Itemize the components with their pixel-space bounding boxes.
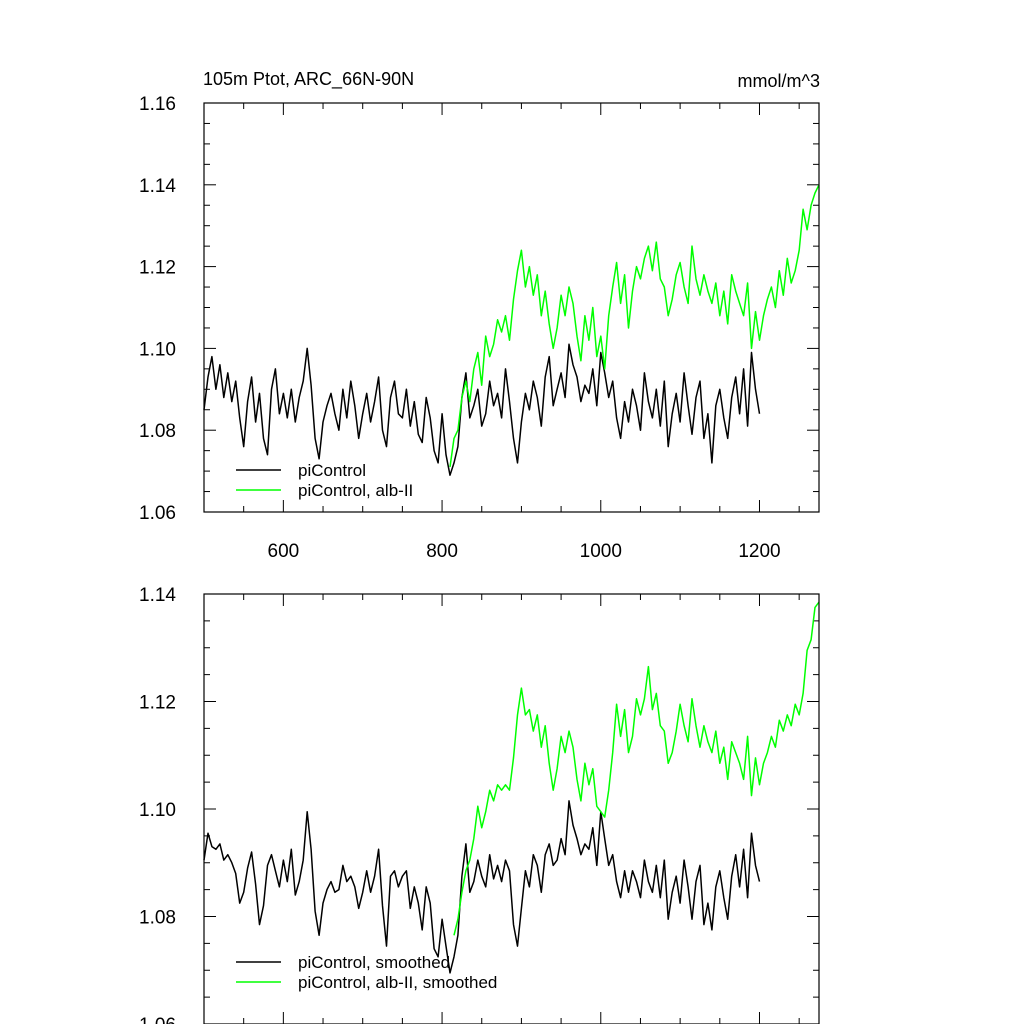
top-legend: piControl piControl, alb-II <box>236 461 413 500</box>
bottom-series-line-picontrol <box>203 800 761 974</box>
bottom-plot-frame <box>203 593 820 1024</box>
top-panel-units: mmol/m^3 <box>738 71 820 91</box>
bottom-y-tick-label: 1.12 <box>139 693 176 714</box>
bottom-y-tick-label: 1.08 <box>139 908 176 929</box>
bottom-series-line-alb-ii <box>453 601 820 936</box>
top-series-line-picontrol <box>203 343 761 476</box>
top-panel: 105m Ptot, ARC_66N-90N mmol/m^3 1.06 1.08… <box>139 69 820 562</box>
top-panel-title: 105m Ptot, ARC_66N-90N <box>203 69 414 90</box>
top-y-tick-label: 1.14 <box>139 176 176 197</box>
bottom-y-tick-label: 1.06 <box>139 1015 176 1024</box>
top-x-tick-labels: 600 800 1000 1200 <box>268 541 781 562</box>
top-x-tick-label: 800 <box>426 541 458 562</box>
top-y-tick-label: 1.12 <box>139 258 176 279</box>
top-legend-label-picontrol: piControl <box>298 461 366 480</box>
top-plot-frame <box>203 102 820 513</box>
top-y-tick-labels: 1.06 1.08 1.10 1.12 1.14 1.16 <box>139 94 176 524</box>
bottom-series-lines <box>203 601 820 974</box>
top-x-tick-label: 1000 <box>580 541 622 562</box>
top-series-line-alb-ii <box>449 184 820 468</box>
top-y-tick-label: 1.10 <box>139 339 176 360</box>
top-y-tick-label: 1.08 <box>139 421 176 442</box>
bottom-y-tick-labels: 1.06 1.08 1.10 1.12 1.14 <box>139 585 176 1024</box>
top-y-tick-label: 1.06 <box>139 503 176 524</box>
bottom-ticks <box>204 593 819 1024</box>
bottom-legend-label-alb: piControl, alb-II, smoothed <box>298 973 497 992</box>
top-series-lines <box>203 184 820 476</box>
top-y-tick-label: 1.16 <box>139 94 176 115</box>
bottom-y-tick-label: 1.10 <box>139 800 176 821</box>
bottom-legend: piControl, smoothed piControl, alb-II, s… <box>236 953 497 992</box>
top-x-tick-label: 600 <box>268 541 300 562</box>
bottom-y-tick-label: 1.14 <box>139 585 176 606</box>
top-x-tick-label: 1200 <box>738 541 780 562</box>
bottom-legend-label-picontrol: piControl, smoothed <box>298 953 450 972</box>
bottom-panel: 1.06 1.08 1.10 1.12 1.14 piControl, smoothed… <box>139 585 820 1024</box>
top-legend-label-alb: piControl, alb-II <box>298 481 413 500</box>
